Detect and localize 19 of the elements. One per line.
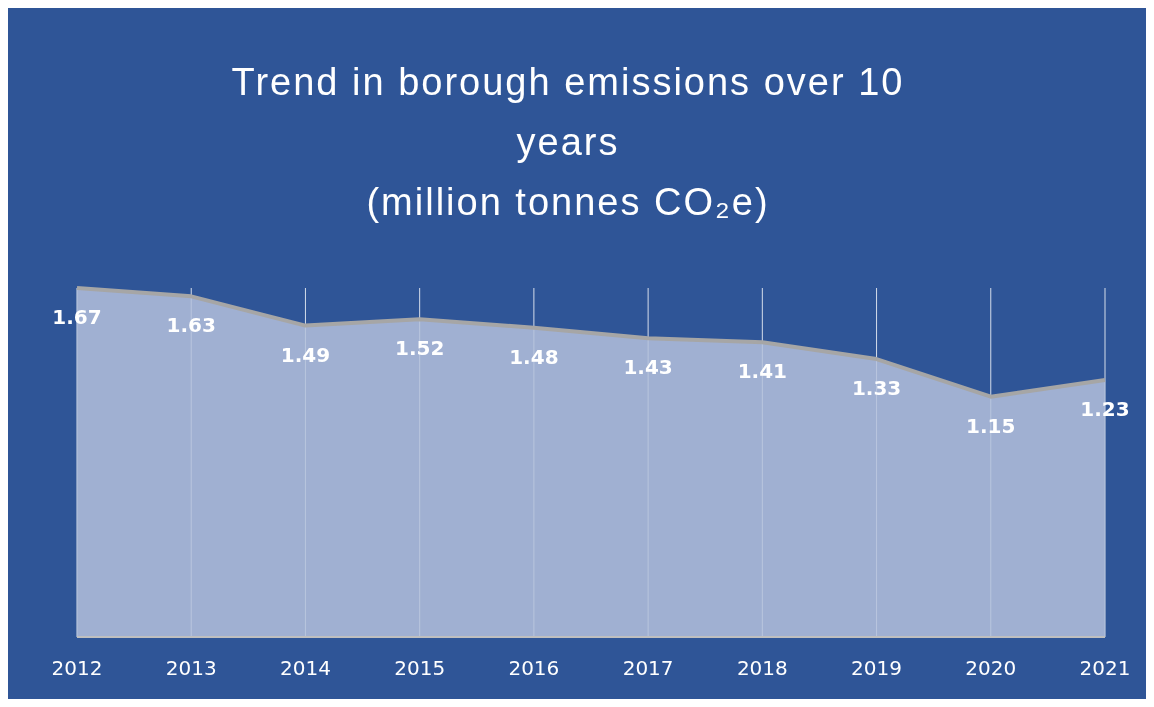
x-tick-label: 2014 [279,656,331,681]
x-tick-label: 2021 [1079,656,1131,681]
x-tick-label: 2015 [394,656,446,681]
x-tick-label: 2016 [508,656,560,681]
data-label: 1.63 [166,313,216,338]
x-tick-label: 2019 [851,656,903,681]
x-tick-label: 2012 [51,656,103,681]
x-tick-label: 2018 [736,656,788,681]
data-label: 1.52 [394,336,445,361]
data-label: 1.48 [509,344,559,369]
data-label: 1.49 [280,342,331,367]
data-label: 1.43 [623,355,673,380]
data-label: 1.41 [737,359,788,384]
data-label: 1.15 [966,413,1016,438]
x-tick-label: 2017 [622,656,674,681]
chart-title: Trend in borough emissions over 10 years (million tonnes CO₂e) [230,60,906,225]
x-tick-label: 2013 [165,656,217,681]
data-label: 1.33 [851,376,902,401]
x-tick-label: 2020 [965,656,1017,681]
